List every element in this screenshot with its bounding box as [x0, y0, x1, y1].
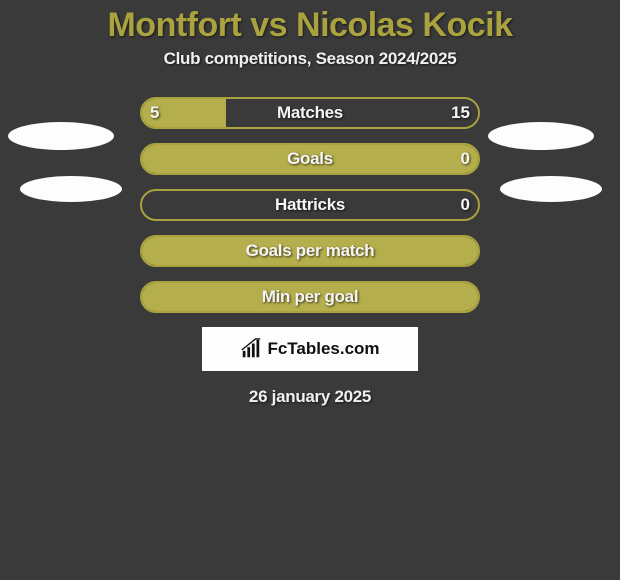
- bar-fill-right: [226, 99, 478, 127]
- bar-fill-left: [142, 283, 478, 311]
- page-title: Montfort vs Nicolas Kocik: [0, 6, 620, 45]
- stat-row: Goals per match: [0, 235, 620, 267]
- decorative-ellipse: [488, 122, 594, 150]
- comparison-bar: Goals per match: [140, 235, 480, 267]
- left-value: 5: [150, 97, 159, 129]
- brand-chart-icon: [240, 338, 262, 360]
- comparison-bar: Goals: [140, 143, 480, 175]
- right-value: 0: [461, 189, 470, 221]
- stat-label: Hattricks: [142, 191, 478, 219]
- comparison-bar: Matches: [140, 97, 480, 129]
- stat-row: Min per goal: [0, 281, 620, 313]
- bar-fill-left: [142, 237, 478, 265]
- decorative-ellipse: [500, 176, 602, 202]
- comparison-bar: Min per goal: [140, 281, 480, 313]
- right-value: 15: [451, 97, 470, 129]
- comparison-bar: Hattricks: [140, 189, 480, 221]
- subtitle: Club competitions, Season 2024/2025: [0, 49, 620, 69]
- date-line: 26 january 2025: [0, 387, 620, 407]
- brand-text: FcTables.com: [267, 339, 379, 359]
- decorative-ellipse: [8, 122, 114, 150]
- bar-fill-left: [142, 145, 478, 173]
- right-value: 0: [461, 143, 470, 175]
- brand-badge[interactable]: FcTables.com: [202, 327, 418, 371]
- decorative-ellipse: [20, 176, 122, 202]
- comparison-card: Montfort vs Nicolas Kocik Club competiti…: [0, 6, 620, 407]
